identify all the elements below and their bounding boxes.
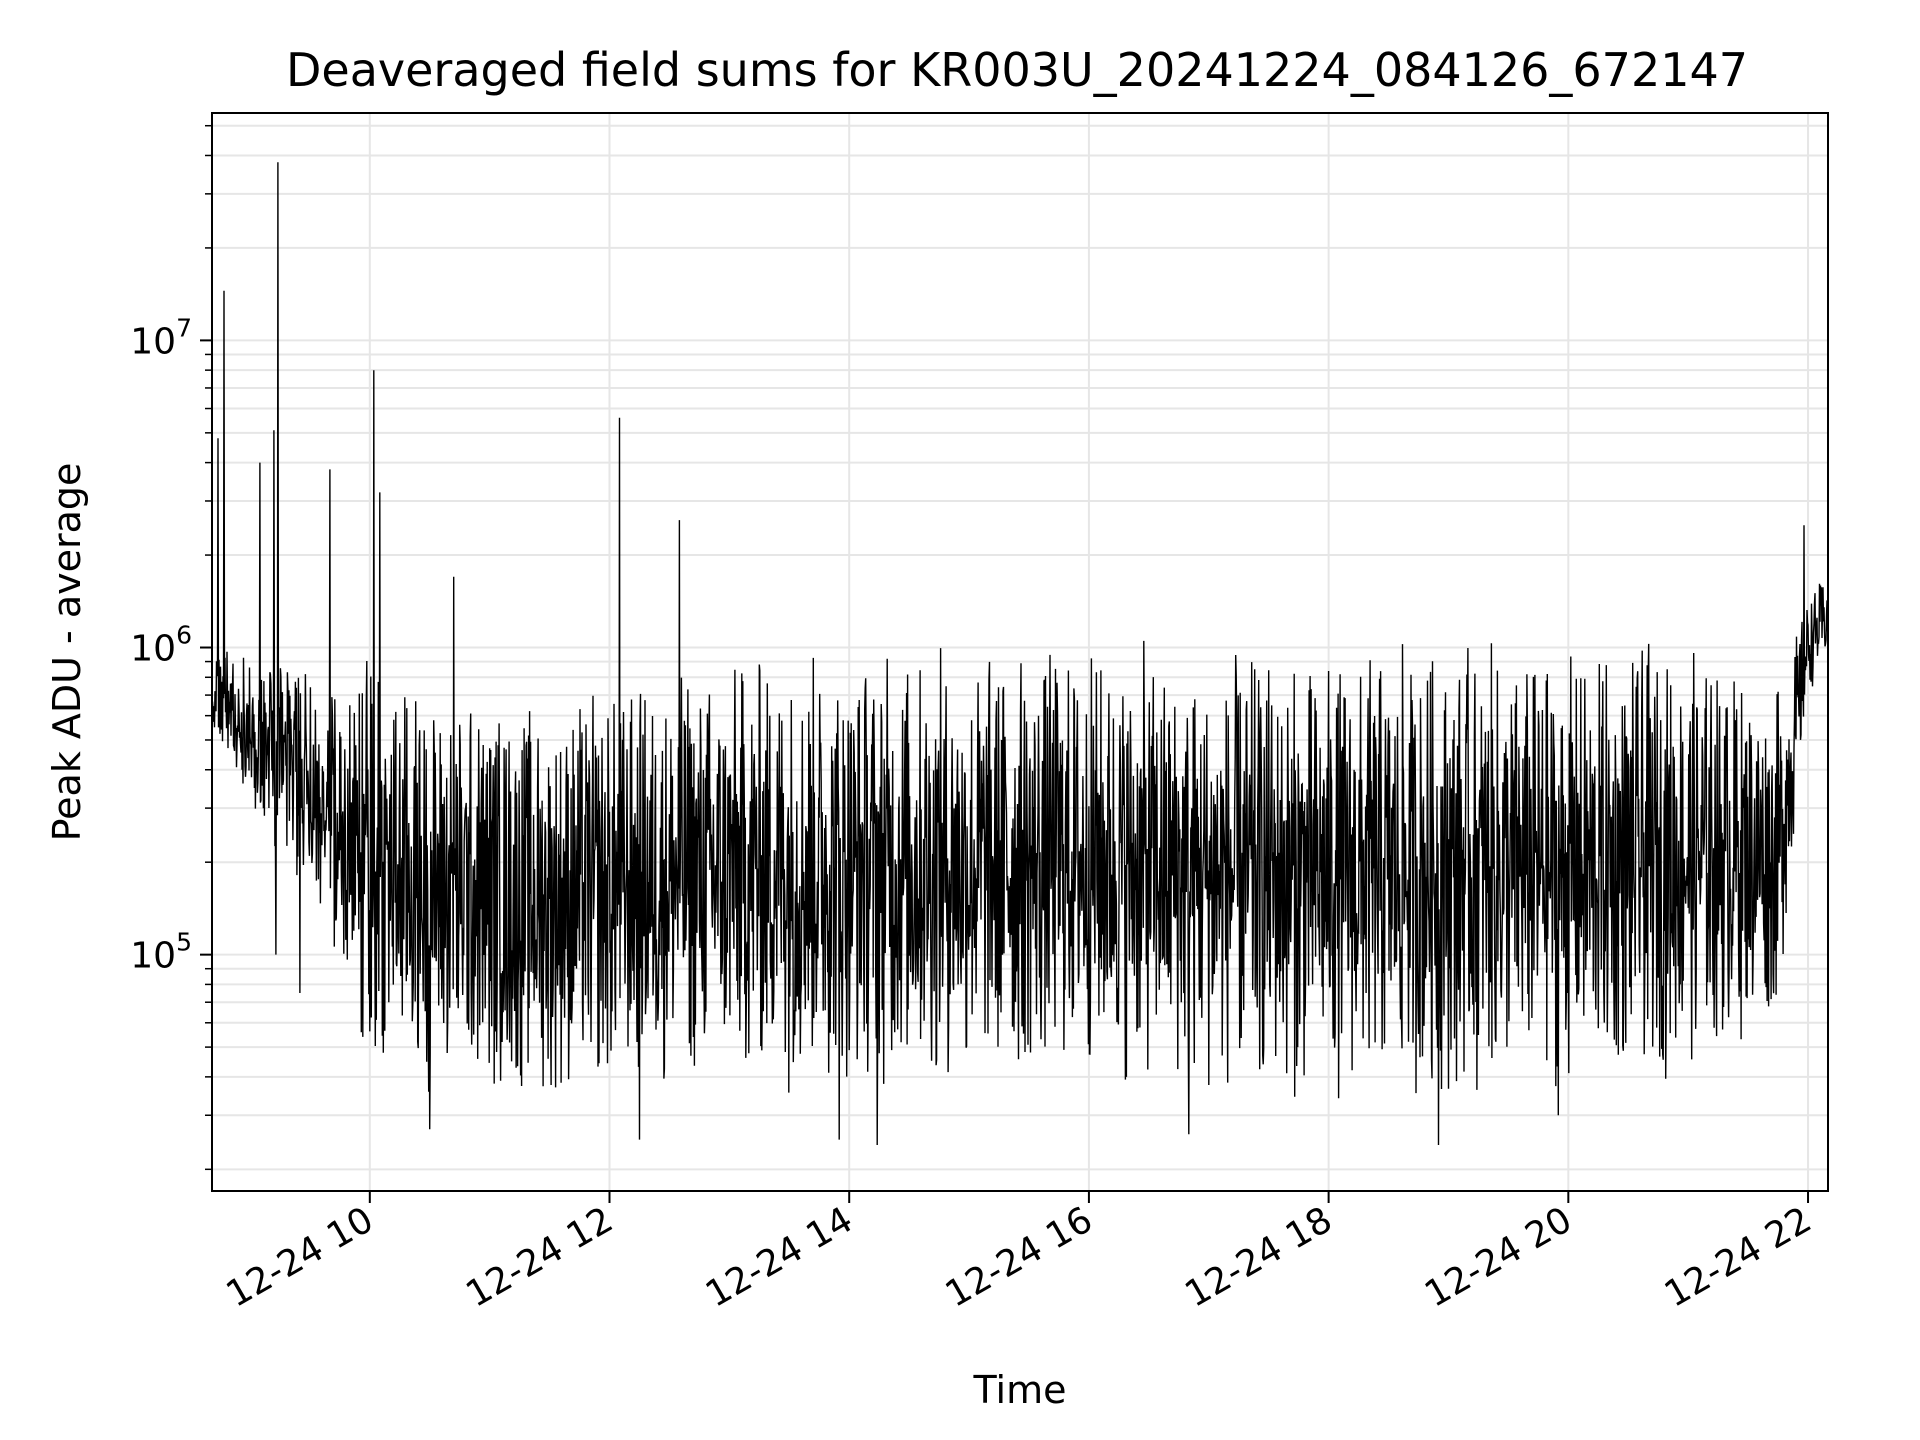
x-axis-label: Time: [973, 1368, 1067, 1412]
y-tick-label: 106: [130, 621, 192, 670]
y-tick-label: 107: [130, 313, 192, 362]
y-axis: 105 106 107: [130, 124, 212, 1171]
chart-title: Deaveraged field sums for KR003U_2024122…: [286, 43, 1748, 97]
series-layer: [211, 162, 1829, 1146]
y-axis-label: Peak ADU - average: [45, 463, 89, 842]
plot-frame: [211, 112, 1829, 1192]
y-tick-label: 105: [130, 928, 192, 977]
series-line: [211, 162, 1829, 1146]
